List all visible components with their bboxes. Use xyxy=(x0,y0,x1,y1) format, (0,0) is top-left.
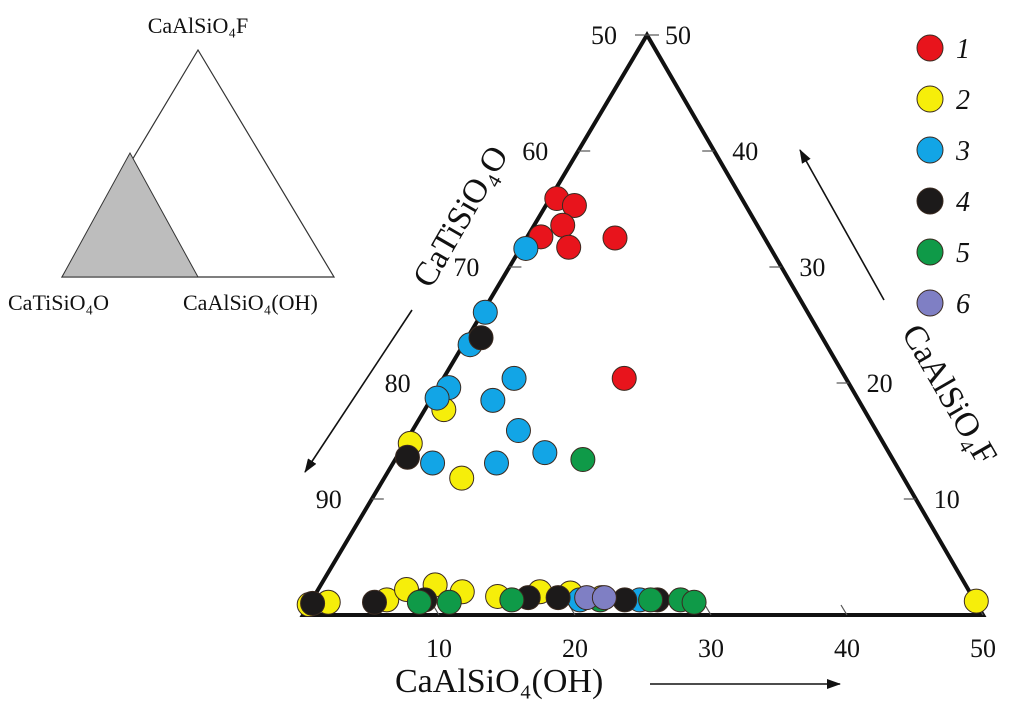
legend-label: 2 xyxy=(956,85,970,116)
data-point xyxy=(570,447,596,473)
x-tick-label: 50 xyxy=(970,634,996,663)
legend-label: 5 xyxy=(956,238,970,269)
data-point xyxy=(545,585,571,611)
data-point xyxy=(611,365,637,391)
data-point xyxy=(963,588,989,614)
data-point xyxy=(602,225,628,251)
x-tick-label: 40 xyxy=(834,634,860,663)
legend: 1 2 3 4 5 6 xyxy=(916,34,970,320)
data-point xyxy=(550,212,576,238)
left-tick-label: 70 xyxy=(453,253,479,282)
legend-swatch xyxy=(916,238,944,266)
left-tick-label: 50 xyxy=(591,21,617,50)
right-tick-label: 10 xyxy=(934,485,960,514)
data-point xyxy=(681,589,707,615)
data-point xyxy=(501,365,527,391)
data-point xyxy=(420,450,446,476)
data-point xyxy=(532,440,558,466)
data-point xyxy=(436,589,462,615)
data-point xyxy=(561,193,587,219)
data-point xyxy=(472,299,498,325)
inset-right-label: CaAlSiO₄(OH) xyxy=(183,290,318,315)
ternary-frame xyxy=(299,31,987,617)
data-point xyxy=(483,450,509,476)
tick-mark xyxy=(704,604,712,616)
data-point xyxy=(361,589,387,615)
data-point xyxy=(505,418,531,444)
inset-top-label: CaAlSiO₄F xyxy=(148,13,249,38)
right-tick-label: 50 xyxy=(665,21,691,50)
data-point xyxy=(449,465,475,491)
right-tick-label: 20 xyxy=(867,369,893,398)
data-point xyxy=(406,589,432,615)
tick-mark xyxy=(840,604,848,616)
left-tick-label: 60 xyxy=(522,137,548,166)
data-point xyxy=(300,590,326,616)
legend-swatch xyxy=(916,85,944,113)
legend-swatch xyxy=(916,187,944,215)
left-tick-label: 80 xyxy=(385,369,411,398)
inset-left-label: CaTiSiO₄O xyxy=(8,290,109,315)
data-point xyxy=(424,385,450,411)
ticks: 10 20 30 40 50 50 60 70 80 90 10 20 30 40 50 xyxy=(316,21,996,663)
x-tick-label: 20 xyxy=(562,634,588,663)
inset: CaAlSiO₄F CaTiSiO₄O CaAlSiO₄(OH) xyxy=(8,13,336,315)
legend-label: 4 xyxy=(956,187,970,218)
legend-swatch xyxy=(916,34,944,62)
right-axis-title: CaAlSiO₄F xyxy=(894,318,1004,471)
inset-shaded-region xyxy=(61,151,199,278)
data-point xyxy=(468,325,494,351)
data-point xyxy=(394,444,420,470)
right-axis-arrow xyxy=(799,149,885,301)
legend-swatch xyxy=(916,289,944,317)
data-point xyxy=(480,387,506,413)
bottom-axis-title: CaAlSiO₄(OH) xyxy=(395,663,603,700)
data-point xyxy=(638,587,664,613)
left-axis-arrow xyxy=(304,309,413,473)
legend-label: 3 xyxy=(955,136,970,167)
data-point xyxy=(591,585,617,611)
legend-label: 1 xyxy=(956,34,970,65)
data-point xyxy=(499,587,525,613)
data-point xyxy=(513,235,539,261)
right-tick-label: 30 xyxy=(799,253,825,282)
legend-label: 6 xyxy=(956,289,970,320)
data-point xyxy=(556,234,582,260)
left-tick-label: 90 xyxy=(316,485,342,514)
x-tick-label: 10 xyxy=(426,634,452,663)
points xyxy=(296,186,989,618)
right-tick-label: 40 xyxy=(732,137,758,166)
x-tick-label: 30 xyxy=(698,634,724,663)
legend-swatch xyxy=(916,136,944,164)
